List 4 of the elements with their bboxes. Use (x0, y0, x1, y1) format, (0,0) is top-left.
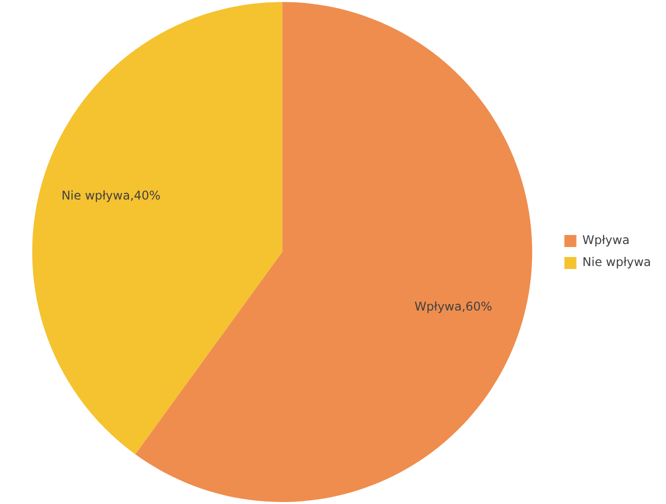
legend-label: Nie wpływa (582, 255, 652, 270)
legend-label: Wpływa (582, 233, 630, 248)
data-label: Wpływa,60% (414, 300, 492, 314)
data-label: Nie wpływa,40% (61, 188, 161, 202)
